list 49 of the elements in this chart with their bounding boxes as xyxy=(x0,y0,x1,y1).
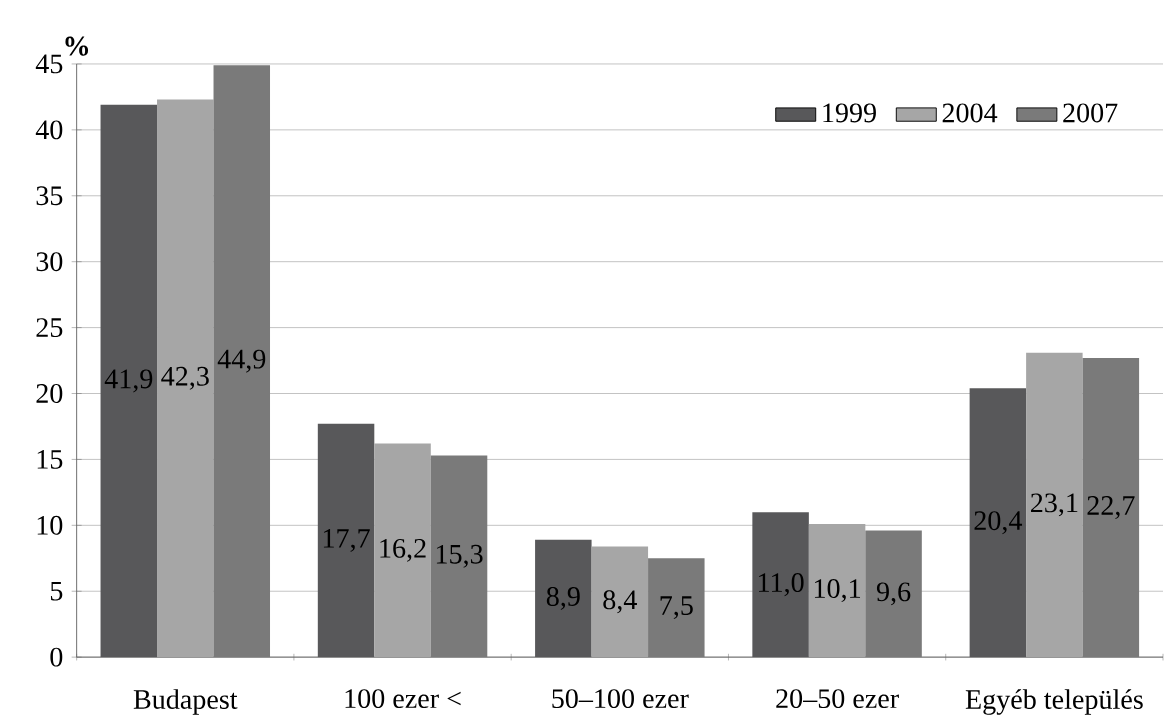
data-label: 9,6 xyxy=(876,582,911,606)
bar xyxy=(648,558,705,658)
x-tick-label: Budapest xyxy=(133,689,238,715)
bar xyxy=(430,455,488,658)
bar xyxy=(752,512,809,658)
y-tick-label: 35 xyxy=(36,186,63,206)
data-label: 41,9 xyxy=(104,369,153,393)
bar xyxy=(100,104,158,658)
y-tick-label: 25 xyxy=(36,318,63,338)
y-tick-label: 10 xyxy=(37,515,63,535)
data-label: 10,1 xyxy=(814,579,861,603)
y-tick-label: 15 xyxy=(37,450,63,469)
y-axis-title: % xyxy=(65,36,89,56)
bar xyxy=(808,524,866,658)
data-label: 17,7 xyxy=(323,529,370,553)
x-tick-label: 50–100 ezer xyxy=(552,689,689,709)
bar xyxy=(374,443,431,658)
legend-label: 1999 xyxy=(823,103,876,123)
data-label: 8,9 xyxy=(546,587,580,611)
y-tick-label: 0 xyxy=(50,647,63,667)
bar xyxy=(317,423,375,658)
data-label: 15,3 xyxy=(436,544,483,568)
x-tick-label: Egyéb település xyxy=(965,689,1143,715)
data-label: 44,9 xyxy=(217,349,266,373)
data-label: 7,5 xyxy=(660,596,693,620)
bar xyxy=(865,530,922,658)
y-tick-label: 40 xyxy=(35,120,63,140)
bar xyxy=(213,65,271,658)
bar xyxy=(535,539,592,658)
data-label: 22,7 xyxy=(1087,496,1135,520)
data-label: 20,4 xyxy=(974,511,1023,535)
data-label: 11,0 xyxy=(758,573,804,597)
data-label: 42,3 xyxy=(161,366,209,390)
bar xyxy=(1082,358,1140,658)
y-tick-label: 5 xyxy=(50,582,63,601)
bar xyxy=(1026,352,1083,658)
data-label: 23,1 xyxy=(1031,493,1078,517)
bar xyxy=(591,546,649,658)
x-tick-label: 100 ezer < xyxy=(345,689,461,709)
legend-label: 2007 xyxy=(1063,103,1118,123)
bar xyxy=(969,388,1027,658)
x-tick-label: 20–50 ezer xyxy=(776,689,899,709)
legend-label: 2004 xyxy=(942,103,998,123)
y-tick-label: 20 xyxy=(36,384,63,404)
data-label: 16,2 xyxy=(380,538,426,562)
y-tick-label: 30 xyxy=(36,252,63,272)
data-label: 8,4 xyxy=(603,590,637,614)
y-tick-label: 45 xyxy=(35,54,63,74)
bar xyxy=(157,99,214,658)
